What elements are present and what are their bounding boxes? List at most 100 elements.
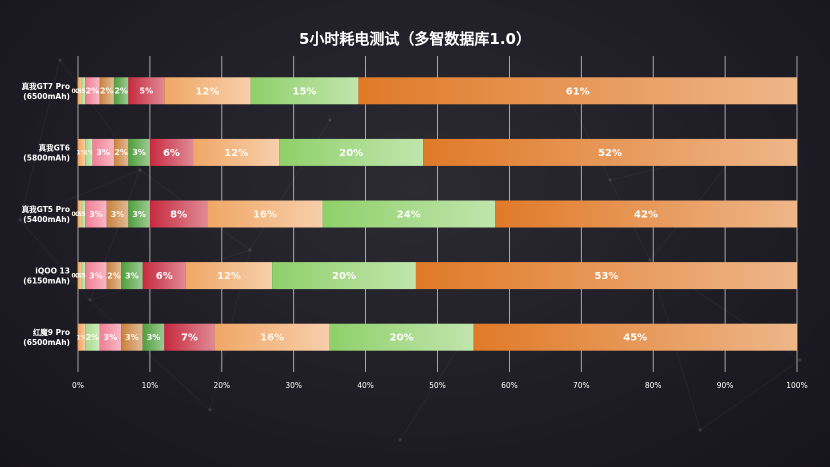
bar-segment [329,323,474,351]
bar-segment [99,77,114,105]
category-sublabel: (5800mAh) [23,153,70,162]
bar-value-label: 3% [132,148,146,157]
background-dot [138,168,142,172]
bar-segment [92,138,114,166]
x-tick-label: 10% [142,381,159,390]
bar-value-label: 45% [623,333,647,344]
bar-value-label: 3% [125,333,139,342]
bar-segment [121,262,143,290]
bar-value-label: 0.5% [71,273,88,280]
background-dot [398,438,402,442]
background-network [18,58,802,442]
bar-value-label: 2% [100,87,114,96]
bar-row: 0.5%0.5%3% 3% 3% 8% 16% 24% 42% [71,200,797,228]
bar-segment [250,77,359,105]
bar-segment [78,138,86,166]
bar-value-label: 6% [156,271,173,282]
bar-segment [495,200,797,228]
category-sublabel: (6150mAh) [23,277,70,286]
bar-value-label: 2% [86,333,100,342]
bar-value-label: 12% [195,86,219,97]
bar-value-label: 2% [114,87,128,96]
bar-value-label: 20% [332,271,356,282]
bar-value-label: 12% [217,271,241,282]
bar-value-label: 15% [293,86,317,97]
x-tick-label: 80% [645,381,662,390]
bar-segment [193,138,280,166]
background-dot [698,428,702,432]
bar-value-label: 1% [77,334,87,341]
bar-value-label: 3% [89,210,103,219]
background-dot [648,258,652,262]
bar-value-label: 0.5% [75,211,92,218]
bar-segment [78,200,82,228]
bar-segment [81,77,86,105]
x-tick-label: 50% [429,381,446,390]
bar-value-label: 7% [181,333,198,344]
bar-segment [106,200,129,228]
bar-value-label: 3% [147,333,161,342]
bar-segment [473,323,797,351]
bar-segment [272,262,416,290]
bar-segment [164,323,215,351]
bar-segment [85,138,93,166]
bar-value-label: 16% [260,333,284,344]
bar-segment [358,77,797,105]
bar-segment [214,323,330,351]
bar-value-label: 5% [140,87,154,96]
bar-value-label: 6% [163,148,180,159]
bar-segment [128,138,150,166]
bar-segment [113,77,129,105]
background-dot [208,408,212,412]
bar-value-label: 3% [111,210,125,219]
category-label: iQOO 13 [35,267,70,276]
bar-value-label: 8% [170,210,187,221]
bar-segment [423,138,797,166]
bar-row: 1%2% 3% 3% 3% 7% 16% 20% 45% [77,323,797,351]
bar-segment [106,262,122,290]
category-labels: 真我GT7 Pro(6500mAh)真我GT6(5800mAh)真我GT5 Pr… [22,81,70,347]
bar-value-label: 16% [253,210,277,221]
bar-value-label: 42% [634,210,658,221]
background-line [699,359,801,431]
bar-segment [85,77,100,105]
background-dot [608,178,612,182]
category-sublabel: (5400mAh) [23,215,70,224]
bar-value-label: 0.5% [75,273,92,280]
bar-row: 0.5%0.5%2% 2% 2% 5% 12% 15% 61% [71,77,797,105]
background-dot [328,118,332,122]
x-tick-label: 60% [501,381,518,390]
bar-row: 1%1% 3% 2% 3% 6% 12% 20% 52% [77,138,797,166]
x-tick-label: 90% [717,381,734,390]
category-sublabel: (6500mAh) [23,92,70,101]
bar-value-label: 61% [566,86,590,97]
x-tick-label: 100% [786,381,807,390]
x-tick-label: 40% [357,381,374,390]
bar-segment [164,77,251,105]
category-label: 真我GT5 Pro [22,204,70,214]
background-dot [88,298,92,302]
background-dot [248,248,252,252]
bar-segment [322,200,496,228]
bar-segment [81,262,86,290]
bar-value-label: 20% [390,333,414,344]
bar-segment [415,262,797,290]
category-label: 真我GT7 Pro [22,81,70,91]
bar-segment [113,138,129,166]
bar-value-label: 3% [89,271,103,280]
bar-segment [85,323,100,351]
bar-value-label: 3% [125,271,139,280]
x-tick-labels: 0% 10% 20% 30% 40% 50% 60% 70% 80% 90% 100% [72,381,808,390]
bar-segment [85,262,107,290]
bar-value-label: 2% [86,87,100,96]
background-dot [798,358,802,362]
bar-value-label: 2% [107,271,121,280]
category-sublabel: (6500mAh) [23,338,70,347]
bar-row: 0.5%0.5%3% 2% 3% 6% 12% 20% 53% [71,262,797,290]
bar-value-label: 1% [84,150,94,157]
background-line [19,169,141,221]
bar-segment [128,200,150,228]
bar-segment [207,200,323,228]
bar-segment [99,323,122,351]
